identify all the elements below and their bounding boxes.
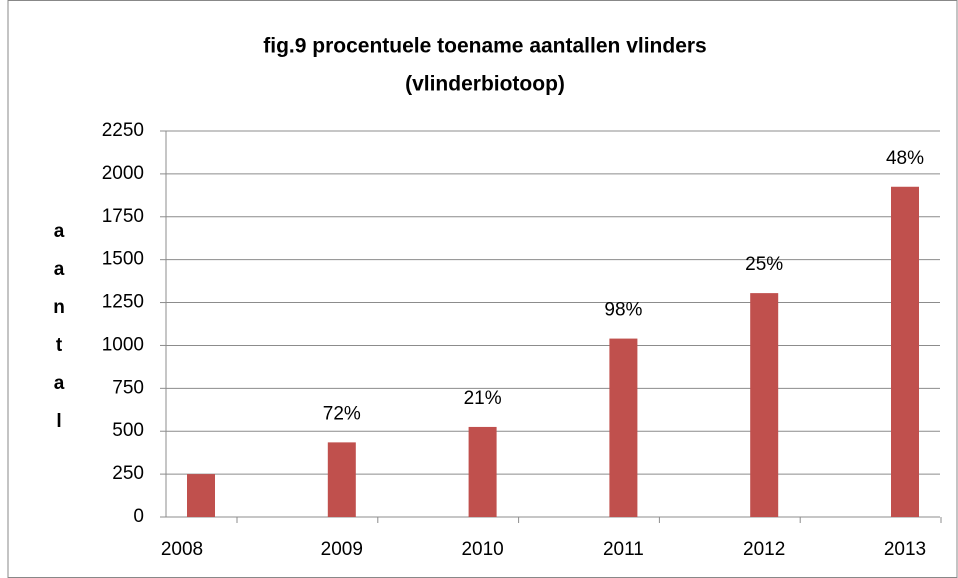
x-tick-label: 2013 bbox=[884, 539, 926, 560]
chart-title: fig.9 procentuele toename aantallen vlin… bbox=[263, 35, 706, 58]
bar bbox=[750, 293, 779, 517]
y-tick-label: 500 bbox=[112, 420, 144, 441]
bar bbox=[891, 186, 919, 517]
data-label: 48% bbox=[886, 148, 924, 169]
y-tick-label: 1000 bbox=[102, 334, 144, 355]
data-label: 21% bbox=[464, 388, 502, 409]
y-tick-label: 2000 bbox=[102, 163, 144, 184]
x-tick-label: 2010 bbox=[461, 539, 503, 560]
y-tick-label: 2250 bbox=[102, 120, 144, 141]
bar bbox=[609, 338, 638, 517]
y-tick-label: 250 bbox=[112, 463, 144, 484]
y-tick-label: 750 bbox=[112, 377, 144, 398]
x-tick-label: 2009 bbox=[321, 539, 363, 560]
y-tick-label: 0 bbox=[133, 506, 144, 527]
x-tick-label: 2011 bbox=[603, 539, 644, 560]
y-tick-label: 1250 bbox=[102, 292, 144, 313]
data-label: 72% bbox=[323, 403, 361, 424]
data-label: 98% bbox=[604, 300, 642, 321]
bar bbox=[468, 426, 497, 517]
chart-title: (vlinderbiotoop) bbox=[405, 73, 565, 96]
bar bbox=[327, 442, 356, 517]
y-tick-label: 1750 bbox=[102, 206, 144, 227]
data-label: 25% bbox=[745, 254, 783, 275]
x-tick-label: 2012 bbox=[743, 539, 785, 560]
bar bbox=[187, 474, 215, 517]
y-tick-label: 1500 bbox=[102, 249, 144, 270]
x-tick-label: 2008 bbox=[161, 539, 203, 560]
